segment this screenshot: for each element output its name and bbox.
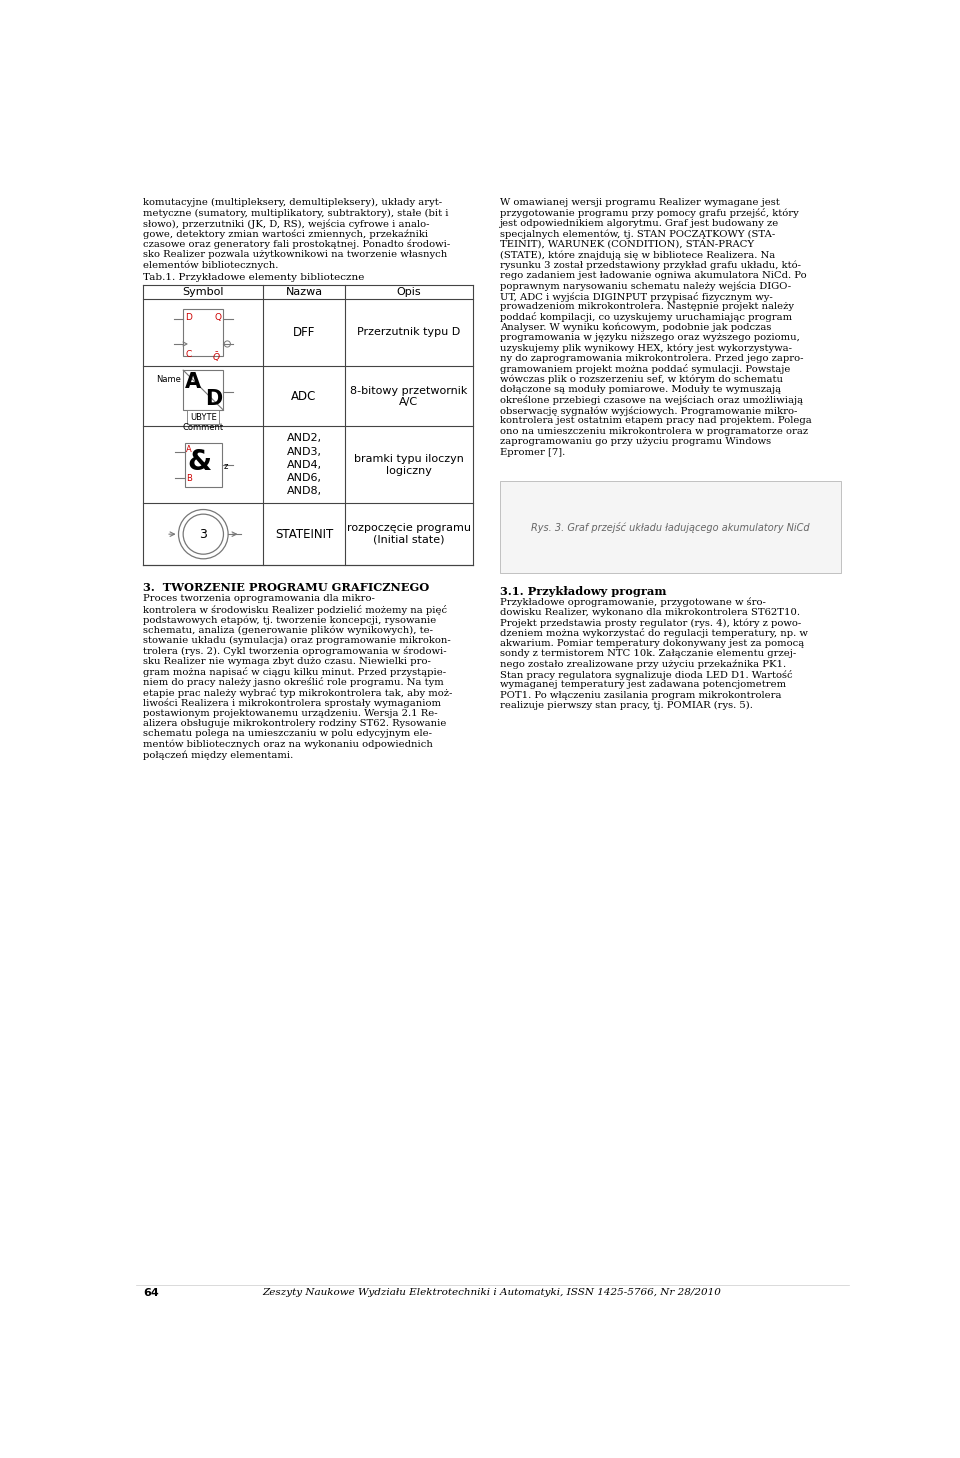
- Text: nego zostało zrealizowane przy użyciu przekaźnika PK1.: nego zostało zrealizowane przy użyciu pr…: [500, 659, 786, 669]
- Text: STATEINIT: STATEINIT: [275, 528, 333, 541]
- Text: bramki typu iloczyn
logiczny: bramki typu iloczyn logiczny: [353, 453, 464, 475]
- Text: Przerzutnik typu D: Przerzutnik typu D: [357, 328, 460, 337]
- Text: UBYTE: UBYTE: [190, 413, 217, 421]
- Text: rysunku 3 został przedstawiony przykład grafu układu, któ-: rysunku 3 został przedstawiony przykład …: [500, 261, 801, 270]
- Text: &: &: [187, 448, 211, 475]
- Text: Zeszyty Naukowe Wydziału Elektrotechniki i Automatyki, ISSN 1425-5766, Nr 28/201: Zeszyty Naukowe Wydziału Elektrotechniki…: [263, 1287, 721, 1296]
- Text: sondy z termistorem NTC 10k. Załączanie elementu grzej-: sondy z termistorem NTC 10k. Załączanie …: [500, 649, 796, 658]
- Text: dołączone są moduły pomiarowe. Moduły te wymuszają: dołączone są moduły pomiarowe. Moduły te…: [500, 385, 780, 394]
- Text: Tab.1. Przykładowe elementy biblioteczne: Tab.1. Przykładowe elementy biblioteczne: [143, 273, 365, 281]
- Text: kontrolera w środowisku Realizer podzielić możemy na pięć: kontrolera w środowisku Realizer podziel…: [143, 605, 447, 615]
- Text: elementów bibliotecznych.: elementów bibliotecznych.: [143, 261, 278, 270]
- Text: czasowe oraz generatory fali prostokątnej. Ponadto środowi-: czasowe oraz generatory fali prostokątne…: [143, 239, 450, 249]
- Text: ADC: ADC: [292, 389, 317, 402]
- Text: ono na umieszczeniu mikrokontrolera w programatorze oraz: ono na umieszczeniu mikrokontrolera w pr…: [500, 427, 808, 436]
- Circle shape: [179, 509, 228, 558]
- Circle shape: [225, 341, 230, 347]
- Bar: [184, 443, 222, 487]
- Text: Proces tworzenia oprogramowania dla mikro-: Proces tworzenia oprogramowania dla mikr…: [143, 595, 375, 604]
- Text: zaprogramowaniu go przy użyciu programu Windows: zaprogramowaniu go przy użyciu programu …: [500, 437, 771, 446]
- Text: wówczas plik o rozszerzeniu sef, w którym do schematu: wówczas plik o rozszerzeniu sef, w który…: [500, 375, 782, 385]
- Text: Analyser. W wyniku końcowym, podobnie jak podczas: Analyser. W wyniku końcowym, podobnie ja…: [500, 322, 771, 332]
- Text: z: z: [224, 462, 228, 471]
- Text: AND2,
AND3,
AND4,
AND6,
AND8,: AND2, AND3, AND4, AND6, AND8,: [286, 433, 322, 496]
- Text: słowo), przerzutniki (JK, D, RS), wejścia cyfrowe i analo-: słowo), przerzutniki (JK, D, RS), wejści…: [143, 219, 430, 229]
- Text: Opis: Opis: [396, 287, 421, 296]
- Text: obserwację sygnałów wyjściowych. Programowanie mikro-: obserwację sygnałów wyjściowych. Program…: [500, 405, 797, 416]
- Text: etapie prac należy wybrać typ mikrokontrolera tak, aby moż-: etapie prac należy wybrać typ mikrokontr…: [143, 688, 452, 698]
- Text: programowania w języku niższego oraz wyższego poziomu,: programowania w języku niższego oraz wyż…: [500, 334, 800, 343]
- Text: sku Realizer nie wymaga zbyt dużo czasu. Niewielki pro-: sku Realizer nie wymaga zbyt dużo czasu.…: [143, 656, 431, 666]
- Text: DFF: DFF: [293, 327, 315, 338]
- Text: $\bar{Q}$: $\bar{Q}$: [212, 350, 221, 364]
- Bar: [500, 481, 841, 573]
- Text: Name: Name: [156, 375, 180, 383]
- Text: W omawianej wersji programu Realizer wymagane jest: W omawianej wersji programu Realizer wym…: [500, 198, 780, 207]
- Text: A: A: [184, 372, 201, 392]
- Text: określone przebiegi czasowe na wejściach oraz umożliwiają: określone przebiegi czasowe na wejściach…: [500, 395, 803, 405]
- Text: gramowaniem projekt można poddać symulacji. Powstaje: gramowaniem projekt można poddać symulac…: [500, 364, 790, 375]
- Text: schematu polega na umieszczaniu w polu edycyjnym ele-: schematu polega na umieszczaniu w polu e…: [143, 729, 432, 738]
- Text: wymaganej temperatury jest zadawana potencjometrem: wymaganej temperatury jest zadawana pote…: [500, 681, 786, 690]
- Text: Symbol: Symbol: [182, 287, 224, 296]
- Text: kontrolera jest ostatnim etapem pracy nad projektem. Polega: kontrolera jest ostatnim etapem pracy na…: [500, 417, 811, 426]
- Text: liwości Realizera i mikrokontrolera sprostały wymaganiom: liwości Realizera i mikrokontrolera spro…: [143, 698, 442, 709]
- Text: UT, ADC i wyjścia DIGINPUT przypisać fizycznym wy-: UT, ADC i wyjścia DIGINPUT przypisać fiz…: [500, 292, 773, 302]
- Text: metyczne (sumatory, multiplikatory, subtraktory), stałe (bit i: metyczne (sumatory, multiplikatory, subt…: [143, 208, 448, 217]
- Text: Przykładowe oprogramowanie, przygotowane w śro-: Przykładowe oprogramowanie, przygotowane…: [500, 598, 766, 607]
- Text: Comment: Comment: [182, 423, 224, 432]
- Text: gram można napisać w ciągu kilku minut. Przed przystąpie-: gram można napisać w ciągu kilku minut. …: [143, 666, 446, 677]
- Text: poprawnym narysowaniu schematu należy wejścia DIGO-: poprawnym narysowaniu schematu należy we…: [500, 281, 791, 292]
- Text: rozpoczęcie programu
(Initial state): rozpoczęcie programu (Initial state): [347, 523, 470, 545]
- Text: podstawowych etapów, tj. tworzenie koncepcji, rysowanie: podstawowych etapów, tj. tworzenie konce…: [143, 615, 437, 624]
- Text: D: D: [185, 313, 192, 322]
- Text: komutacyjne (multipleksery, demultipleksery), układy aryt-: komutacyjne (multipleksery, demultipleks…: [143, 198, 443, 207]
- Text: 8-bitowy przetwornik
A/C: 8-bitowy przetwornik A/C: [350, 385, 468, 407]
- Bar: [183, 309, 224, 356]
- Text: stowanie układu (symulacja) oraz programowanie mikrokon-: stowanie układu (symulacja) oraz program…: [143, 636, 451, 644]
- Text: TEINIT), WARUNEK (CONDITION), STAN-PRACY: TEINIT), WARUNEK (CONDITION), STAN-PRACY: [500, 239, 754, 249]
- Text: 64: 64: [143, 1287, 159, 1298]
- Bar: [183, 370, 224, 410]
- Text: gowe, detektory zmian wartości zmiennych, przekaźniki: gowe, detektory zmian wartości zmiennych…: [143, 229, 428, 239]
- Text: jest odpowiednikiem algorytmu. Graf jest budowany ze: jest odpowiednikiem algorytmu. Graf jest…: [500, 219, 779, 227]
- Text: dowisku Realizer, wykonano dla mikrokontrolera ST62T10.: dowisku Realizer, wykonano dla mikrokont…: [500, 608, 800, 617]
- Text: POT1. Po włączeniu zasilania program mikrokontrolera: POT1. Po włączeniu zasilania program mik…: [500, 691, 781, 700]
- Text: 3.  TWORZENIE PROGRAMU GRAFICZNEGO: 3. TWORZENIE PROGRAMU GRAFICZNEGO: [143, 582, 429, 593]
- Text: B: B: [186, 474, 192, 484]
- Text: 3.1. Przykładowy program: 3.1. Przykładowy program: [500, 586, 666, 596]
- Text: trolera (rys. 2). Cykl tworzenia oprogramowania w środowi-: trolera (rys. 2). Cykl tworzenia oprogra…: [143, 646, 446, 656]
- Text: dzeniem można wykorzystać do regulacji temperatury, np. w: dzeniem można wykorzystać do regulacji t…: [500, 628, 807, 639]
- Text: rego zadaniem jest ładowanie ogniwa akumulatora NiCd. Po: rego zadaniem jest ładowanie ogniwa akum…: [500, 271, 806, 280]
- Text: D: D: [204, 389, 222, 408]
- Text: ny do zaprogramowania mikrokontrolera. Przed jego zapro-: ny do zaprogramowania mikrokontrolera. P…: [500, 354, 804, 363]
- Text: mentów bibliotecznych oraz na wykonaniu odpowiednich: mentów bibliotecznych oraz na wykonaniu …: [143, 739, 433, 749]
- Text: postawionym projektowanemu urządzeniu. Wersja 2.1 Re-: postawionym projektowanemu urządzeniu. W…: [143, 709, 438, 717]
- Text: Rys. 3. Graf przejść układu ładującego akumulatory NiCd: Rys. 3. Graf przejść układu ładującego a…: [531, 522, 809, 532]
- Text: przygotowanie programu przy pomocy grafu przejść, który: przygotowanie programu przy pomocy grafu…: [500, 208, 799, 219]
- Text: sko Realizer pozwala użytkownikowi na tworzenie własnych: sko Realizer pozwala użytkownikowi na tw…: [143, 249, 447, 260]
- Text: (STATE), które znajdują się w bibliotece Realizera. Na: (STATE), które znajdują się w bibliotece…: [500, 249, 775, 260]
- Text: 3: 3: [200, 528, 207, 541]
- Text: uzyskujemy plik wynikowy HEX, który jest wykorzystywa-: uzyskujemy plik wynikowy HEX, który jest…: [500, 344, 792, 353]
- Text: A: A: [186, 445, 192, 453]
- Text: prowadzeniom mikrokontrolera. Następnie projekt należy: prowadzeniom mikrokontrolera. Następnie …: [500, 302, 794, 311]
- Text: alizera obsługuje mikrokontrolery rodziny ST62. Rysowanie: alizera obsługuje mikrokontrolery rodzin…: [143, 719, 446, 728]
- Text: C: C: [185, 350, 192, 359]
- Text: realizuje pierwszy stan pracy, tj. POMIAR (rys. 5).: realizuje pierwszy stan pracy, tj. POMIA…: [500, 701, 753, 710]
- Text: Epromer [7].: Epromer [7].: [500, 448, 565, 456]
- Text: niem do pracy należy jasno określić role programu. Na tym: niem do pracy należy jasno określić role…: [143, 678, 444, 687]
- Text: poddać kompilacji, co uzyskujemy uruchamiając program: poddać kompilacji, co uzyskujemy urucham…: [500, 312, 792, 322]
- Text: połączeń między elementami.: połączeń między elementami.: [143, 751, 294, 760]
- Text: specjalnych elementów, tj. STAN POCZĄTKOWY (STA-: specjalnych elementów, tj. STAN POCZĄTKO…: [500, 229, 775, 239]
- Text: Stan pracy regulatora sygnalizuje dioda LED D1. Wartość: Stan pracy regulatora sygnalizuje dioda …: [500, 671, 792, 679]
- Text: Projekt przedstawia prosty regulator (rys. 4), który z powo-: Projekt przedstawia prosty regulator (ry…: [500, 618, 801, 627]
- Text: Q: Q: [214, 313, 221, 322]
- Circle shape: [183, 515, 224, 554]
- Text: Nazwa: Nazwa: [285, 287, 323, 296]
- Text: akwarium. Pomiar temperatury dokonywany jest za pomocą: akwarium. Pomiar temperatury dokonywany …: [500, 639, 804, 647]
- Text: schematu, analiza (generowanie plików wynikowych), te-: schematu, analiza (generowanie plików wy…: [143, 625, 433, 634]
